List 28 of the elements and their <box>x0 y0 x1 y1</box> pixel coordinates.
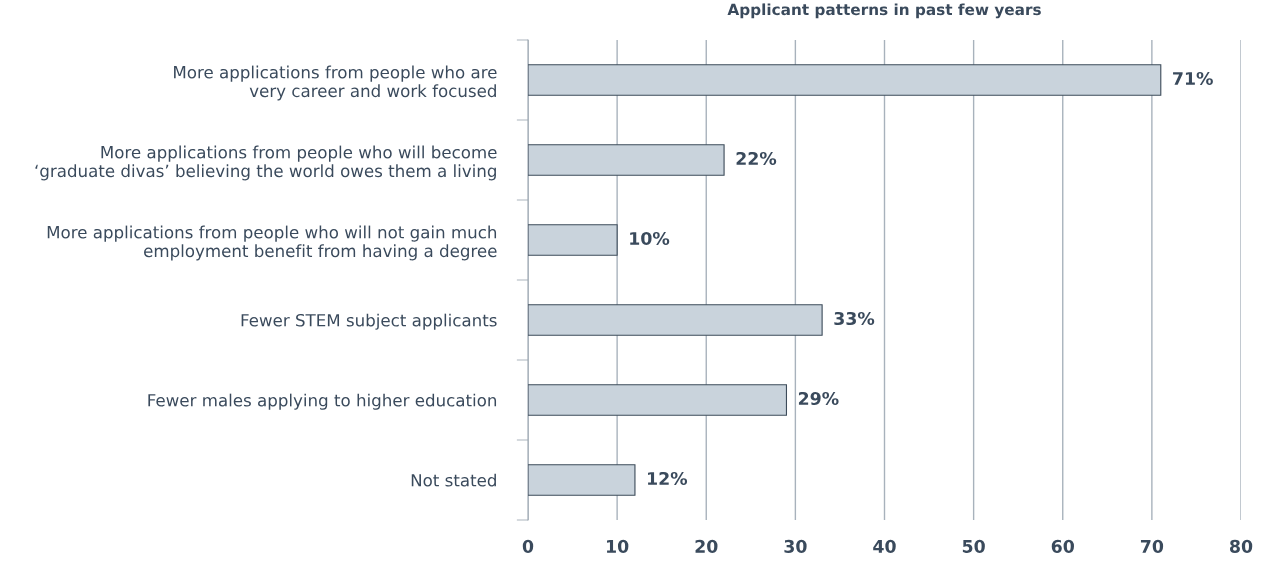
bar <box>528 464 636 496</box>
data-label: 10% <box>630 231 670 246</box>
x-tick-label: 0 <box>522 539 534 553</box>
x-tick-label: 40 <box>873 539 896 553</box>
bar <box>528 224 618 256</box>
x-tick-label: 80 <box>1229 539 1253 553</box>
data-label: 12% <box>648 471 688 486</box>
data-label: 29% <box>798 391 839 406</box>
x-tick-label: 10 <box>607 539 629 553</box>
bar <box>528 384 788 416</box>
y-tick-label: More applications from people who will not gain much employment benefit from having a degree <box>47 225 497 261</box>
data-label: 33% <box>834 311 875 326</box>
y-tick-label: Fewer STEM subject applicants <box>241 313 497 330</box>
chart-title: Applicant patterns in past few years <box>727 3 1041 19</box>
x-tick-label: 30 <box>784 539 807 553</box>
bar <box>528 304 823 336</box>
y-tick-label: More applications from people who are very career and work focused <box>174 65 497 101</box>
y-tick-label: Fewer males applying to higher education <box>148 393 497 410</box>
x-tick-label: 20 <box>695 539 718 553</box>
y-tick-label: More applications from people who will become ‘graduate divas’ believing the world owes them a living <box>35 145 497 181</box>
y-tick-label: Not stated <box>411 473 496 487</box>
bar <box>528 64 1162 96</box>
data-label: 22% <box>736 151 777 166</box>
x-tick-label: 70 <box>1140 539 1164 553</box>
bar <box>528 144 725 176</box>
x-tick-label: 60 <box>1051 539 1074 553</box>
x-tick-label: 50 <box>962 539 985 553</box>
data-label: 71% <box>1173 71 1213 86</box>
